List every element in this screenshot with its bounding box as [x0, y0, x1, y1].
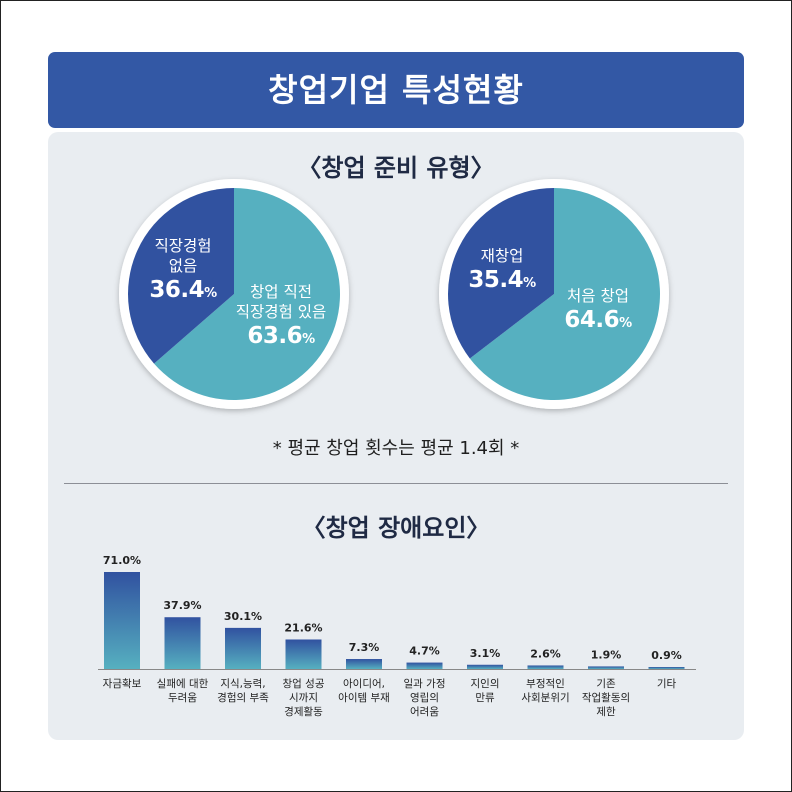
- bar-value-label-3: 30.1%: [224, 610, 262, 623]
- bar-category-label-7: 지인의 만류: [471, 678, 500, 704]
- bar-category-label-4: 창업 성공 시까지 경제활동: [283, 677, 325, 718]
- pie2-teal-label-line1: 처음 창업: [567, 287, 629, 305]
- bar-10: [648, 667, 685, 669]
- bar-value-label-5: 7.3%: [349, 641, 380, 654]
- bar-category-label-2: 실패에 대한 두려움: [157, 678, 209, 704]
- bar-category-label-8: 부정적인 사회분위기: [521, 678, 569, 704]
- bar-8: [527, 665, 564, 669]
- bar-category-label-3: 지식,능력, 경험의 부족: [217, 678, 269, 704]
- pie2-dark-label: 재창업 35.4%: [452, 246, 552, 294]
- average-founding-note: * 평균 창업 횟수는 평균 1.4회 *: [272, 438, 520, 459]
- bar-1: [104, 572, 140, 669]
- bar-value-label-8: 2.6%: [530, 647, 561, 660]
- bar-category-label-10: 기타: [657, 678, 677, 690]
- bar-value-label-7: 3.1%: [470, 647, 501, 660]
- bar-category-label-6: 일과 가정 영립의 어려움: [404, 677, 446, 718]
- pie1-teal-label-line2: 직장경험 있음: [235, 303, 327, 321]
- pie1-slice-dark: [128, 188, 234, 364]
- pie-charts: [119, 179, 669, 409]
- bar-value-label-6: 4.7%: [409, 645, 440, 658]
- bar-6: [406, 662, 443, 669]
- bar-7: [467, 664, 503, 669]
- pie2-teal-percent: 64.6%: [564, 307, 632, 333]
- section-title-preparation-type: 〈창업 준비 유형〉: [297, 154, 495, 182]
- bar-category-label-9: 기존 작업활동의 제한: [582, 678, 630, 718]
- bar-9: [588, 666, 624, 669]
- pie1-teal-label: 창업 직전 직장경험 있음 63.6%: [216, 282, 346, 350]
- pie2-slice-teal: [469, 188, 660, 401]
- section-title-obstacles: 〈창업 장애요인〉: [301, 514, 491, 542]
- pie1-dark-label-line2: 없음: [168, 257, 198, 275]
- bar-value-label-2: 37.9%: [163, 599, 201, 612]
- bar-category-label-5: 아이디어, 아이템 부재: [338, 678, 390, 704]
- pie2-dark-percent: 35.4%: [468, 267, 536, 293]
- bar-category-label-1: 자금확보: [103, 677, 142, 690]
- bar-value-label-1: 71.0%: [103, 554, 141, 567]
- pie2-teal-label: 처음 창업 64.6%: [548, 286, 648, 334]
- pie1-dark-percent: 36.4%: [149, 277, 217, 303]
- bar-4: [285, 639, 322, 669]
- content-panel: 〈창업 준비 유형〉 직장경험 없음 36.4% 창업 직전 직장경험 있음 6…: [48, 132, 744, 740]
- bar-value-label-9: 1.9%: [591, 648, 622, 661]
- bar-chart-obstacles: 71.0% 자금확보 37.9% 실패에 대한 두려움 30.1% 지식,능력, 경험의 부족…: [98, 554, 696, 718]
- bar-value-label-10: 0.9%: [651, 649, 682, 662]
- pie1-teal-label-line1: 창업 직전: [250, 283, 312, 301]
- pie1-dark-label: 직장경험 없음 36.4%: [128, 236, 238, 304]
- pie1-dark-label-line1: 직장경험: [154, 237, 212, 255]
- pie2-dark-label-line1: 재창업: [480, 247, 524, 265]
- pie2-slice-dark: [448, 188, 554, 359]
- bar-5: [346, 659, 382, 669]
- pie1-teal-percent: 63.6%: [247, 323, 315, 349]
- section-divider: [64, 483, 728, 484]
- pie1-slice-teal: [154, 188, 341, 400]
- bar-value-label-4: 21.6%: [284, 621, 322, 634]
- bar-2: [164, 617, 201, 669]
- banner-title: 창업기업 특성현황: [48, 52, 744, 128]
- bar-3: [225, 627, 261, 669]
